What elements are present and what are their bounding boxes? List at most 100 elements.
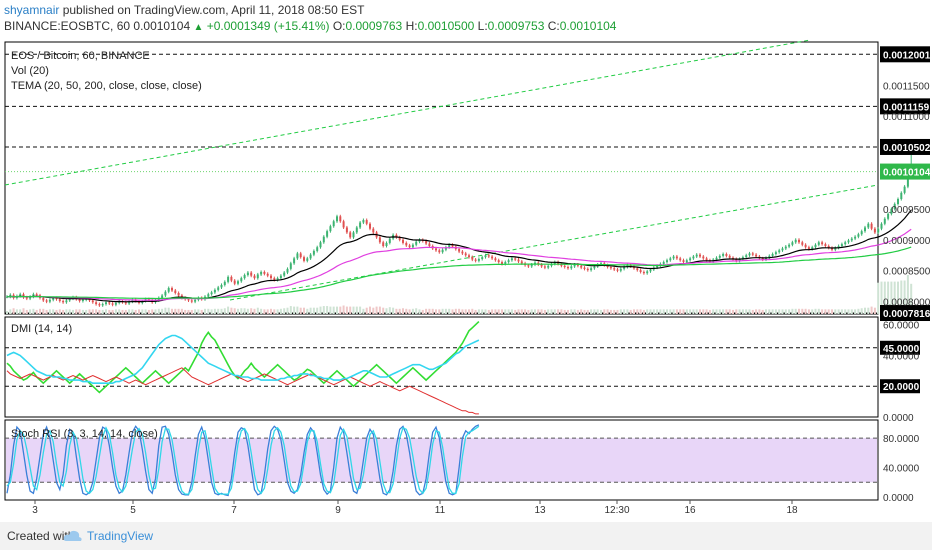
candle-body bbox=[448, 244, 451, 248]
candle-body bbox=[342, 221, 345, 228]
candle-body bbox=[847, 240, 850, 243]
candle-body bbox=[573, 264, 576, 267]
x-tick-label: 18 bbox=[786, 505, 798, 516]
volume-bar bbox=[586, 309, 589, 314]
dmi-plus-line bbox=[6, 321, 480, 394]
volume-bar bbox=[850, 309, 853, 314]
candle-body bbox=[299, 253, 302, 258]
volume-bar bbox=[72, 309, 74, 314]
tradingview-link[interactable]: TradingView bbox=[87, 529, 154, 543]
candle-body bbox=[48, 299, 51, 302]
volume-bar bbox=[510, 309, 513, 314]
volume-bar bbox=[147, 309, 150, 314]
dmi-tick-label: 40.0000 bbox=[883, 351, 920, 362]
candle-body bbox=[854, 236, 857, 239]
candle-body bbox=[42, 297, 45, 301]
volume-bar bbox=[831, 309, 833, 314]
chart-canvas[interactable]: 0.0012001 0.0011159 0.0010502 0.0010104 0.00… bbox=[0, 0, 932, 522]
candle-body bbox=[260, 271, 263, 275]
candle-body bbox=[223, 281, 226, 285]
volume-bar bbox=[167, 307, 170, 314]
candle-body bbox=[504, 262, 507, 264]
volume-bar bbox=[669, 309, 672, 314]
dmi-legend: DMI (14, 14) bbox=[11, 323, 72, 335]
candle-body bbox=[411, 244, 414, 248]
vol-legend: Vol (20) bbox=[11, 65, 49, 77]
candle-body bbox=[405, 242, 408, 246]
volume-bar bbox=[303, 307, 305, 314]
volume-bar bbox=[543, 309, 546, 314]
candle-body bbox=[705, 258, 708, 261]
author-link[interactable]: shyamnair bbox=[4, 3, 60, 17]
candle-body bbox=[385, 242, 388, 246]
volume-bar bbox=[279, 308, 282, 314]
candle-body bbox=[897, 199, 899, 204]
volume-bar bbox=[85, 309, 88, 314]
volume-bar bbox=[418, 309, 421, 314]
candle-body bbox=[821, 242, 824, 245]
candle-body bbox=[867, 223, 870, 228]
candle-body bbox=[365, 220, 368, 224]
volume-bar bbox=[402, 308, 404, 314]
volume-bar bbox=[276, 309, 279, 314]
x-tick-label: 11 bbox=[435, 505, 446, 516]
volume-bar bbox=[22, 308, 25, 314]
price-level-label: 0.0012001 bbox=[883, 50, 931, 61]
candle-body bbox=[609, 267, 612, 269]
candle-body bbox=[296, 253, 299, 259]
cloud-logo-icon bbox=[63, 530, 82, 541]
high-value: 0.0010500 bbox=[417, 19, 475, 33]
candle-body bbox=[768, 255, 771, 258]
candle-body bbox=[29, 296, 32, 299]
candle-body bbox=[388, 238, 391, 243]
candle-body bbox=[105, 302, 107, 305]
volume-bar bbox=[237, 308, 239, 314]
volume-bar bbox=[781, 309, 784, 314]
volume-bar bbox=[204, 308, 206, 314]
volume-bar bbox=[9, 309, 12, 314]
price-level-tag bbox=[880, 305, 930, 322]
candle-body bbox=[207, 294, 210, 297]
volume-bar bbox=[319, 306, 322, 314]
volume-bar bbox=[880, 281, 883, 314]
candle-body bbox=[702, 256, 705, 259]
volume-bar bbox=[903, 280, 906, 314]
candle-body bbox=[98, 304, 101, 306]
candle-body bbox=[576, 264, 579, 266]
volume-bar bbox=[161, 308, 164, 314]
candle-body bbox=[187, 299, 190, 301]
volume-bar bbox=[253, 308, 256, 314]
volume-bar bbox=[68, 309, 71, 314]
candle-body bbox=[844, 242, 847, 245]
volume-bar bbox=[474, 309, 477, 314]
volume-bar bbox=[190, 309, 193, 314]
price-tick-label: 0.0011500 bbox=[883, 81, 930, 92]
volume-bar bbox=[52, 309, 55, 314]
candle-body bbox=[840, 244, 843, 246]
stoch-rsi-legend: Stoch RSI (3, 3, 14, 14, close) bbox=[11, 428, 158, 440]
volume-bar bbox=[210, 309, 213, 314]
volume-bar bbox=[322, 306, 325, 314]
volume-bar bbox=[177, 308, 180, 314]
volume-bar bbox=[256, 307, 259, 314]
candle-body bbox=[464, 253, 467, 256]
candle-body bbox=[695, 254, 698, 257]
volume-bar bbox=[732, 309, 734, 314]
candle-body bbox=[689, 258, 692, 261]
price-tick-label: 0.0008500 bbox=[883, 267, 931, 278]
candle-body bbox=[887, 213, 890, 219]
candle-body bbox=[276, 278, 279, 280]
volume-bar bbox=[200, 309, 203, 314]
volume-bar bbox=[180, 308, 183, 314]
candle-body bbox=[629, 265, 632, 267]
candle-body bbox=[309, 254, 312, 259]
volume-bar bbox=[807, 309, 810, 314]
volume-bar bbox=[194, 309, 197, 314]
price-level-label: 0.0010502 bbox=[883, 143, 931, 154]
volume-bar bbox=[339, 306, 342, 314]
volume-bar bbox=[550, 309, 553, 314]
candle-body bbox=[728, 255, 731, 258]
candle-body bbox=[560, 263, 563, 266]
volume-bar bbox=[477, 309, 480, 314]
candle-body bbox=[415, 241, 418, 245]
